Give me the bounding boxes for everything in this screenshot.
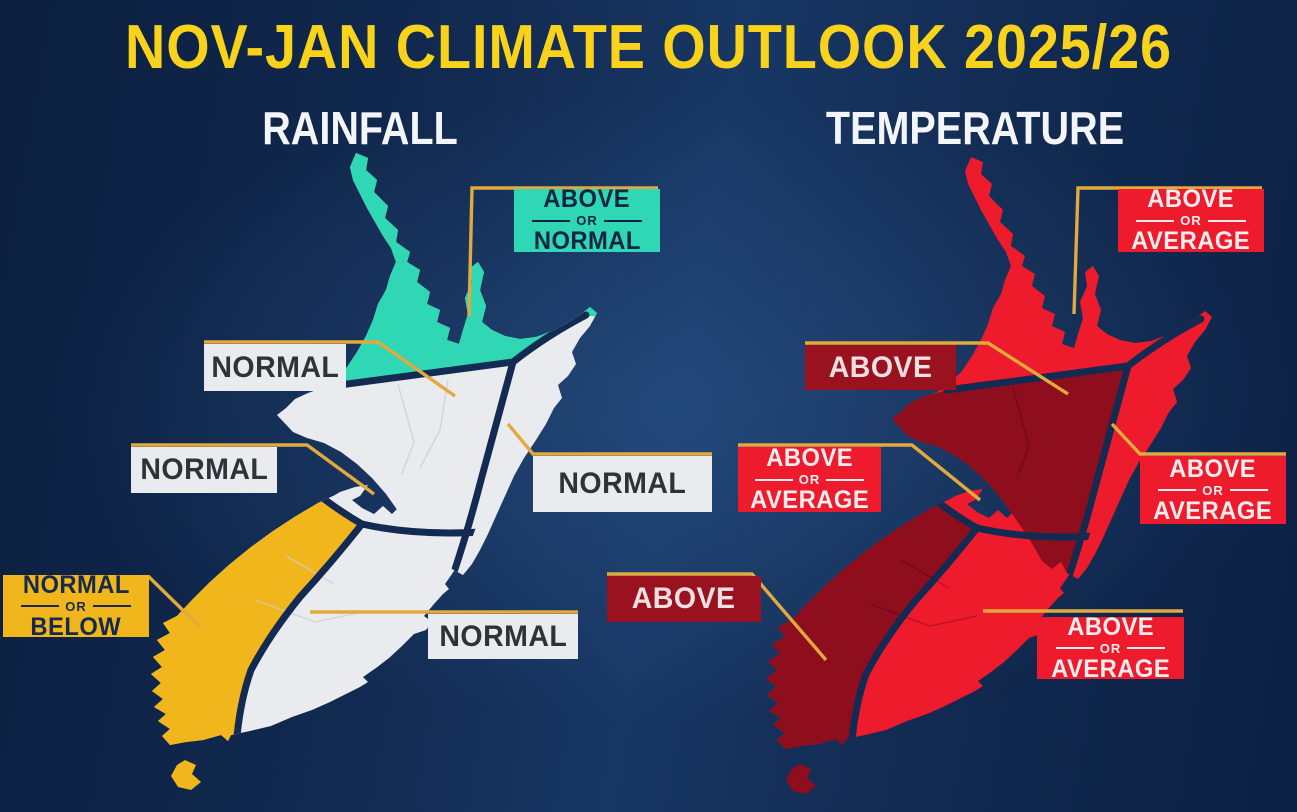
leader-rainfall-east-ni [506,422,712,456]
leader-lines [131,186,1286,662]
temperature-label-upper-north-island: ABOVE OR AVERAGE [1118,187,1264,254]
rainfall-label-lower-west-north-island: NORMAL [204,344,346,391]
leader-temperature-lower-west-ni [805,341,1069,396]
rainfall-label-top-south-island: NORMAL [131,447,277,493]
stewart-island-rainfall [171,760,201,790]
leader-rainfall-top-si [131,443,376,496]
leader-temperature-upper-ni [1072,186,1262,315]
leader-rainfall-lower-west-ni [204,340,456,398]
temperature-label-east-north-island: ABOVE OR AVERAGE [1140,456,1286,524]
rainfall-heading: RAINFALL [262,102,458,154]
leader-temperature-west-si [607,572,828,662]
temperature-label-top-south-island: ABOVE OR AVERAGE [738,446,881,513]
leader-temperature-top-si [738,443,982,502]
rainfall-map [151,153,597,790]
rainfall-label-upper-north-island: ABOVE OR NORMAL [514,187,660,254]
temperature-label-lower-west-north-island: ABOVE [805,345,956,390]
rainfall-label-east-south-island: NORMAL [428,614,578,659]
leader-rainfall-upper-ni [467,186,658,317]
leader-rainfall-west-si [146,574,202,629]
leader-temperature-east-ni [1110,422,1286,456]
stewart-island-temperature [786,764,816,794]
rainfall-label-west-south-island: NORMAL OR BELOW [3,572,149,639]
temperature-label-west-south-island: ABOVE [607,576,761,622]
page-title: NOV-JAN CLIMATE OUTLOOK 2025/26 [125,13,1172,82]
temperature-heading: TEMPERATURE [825,102,1125,154]
temperature-map [766,157,1212,794]
rainfall-label-east-north-island: NORMAL [533,456,712,512]
temperature-label-east-south-island: ABOVE OR AVERAGE [1037,614,1184,681]
